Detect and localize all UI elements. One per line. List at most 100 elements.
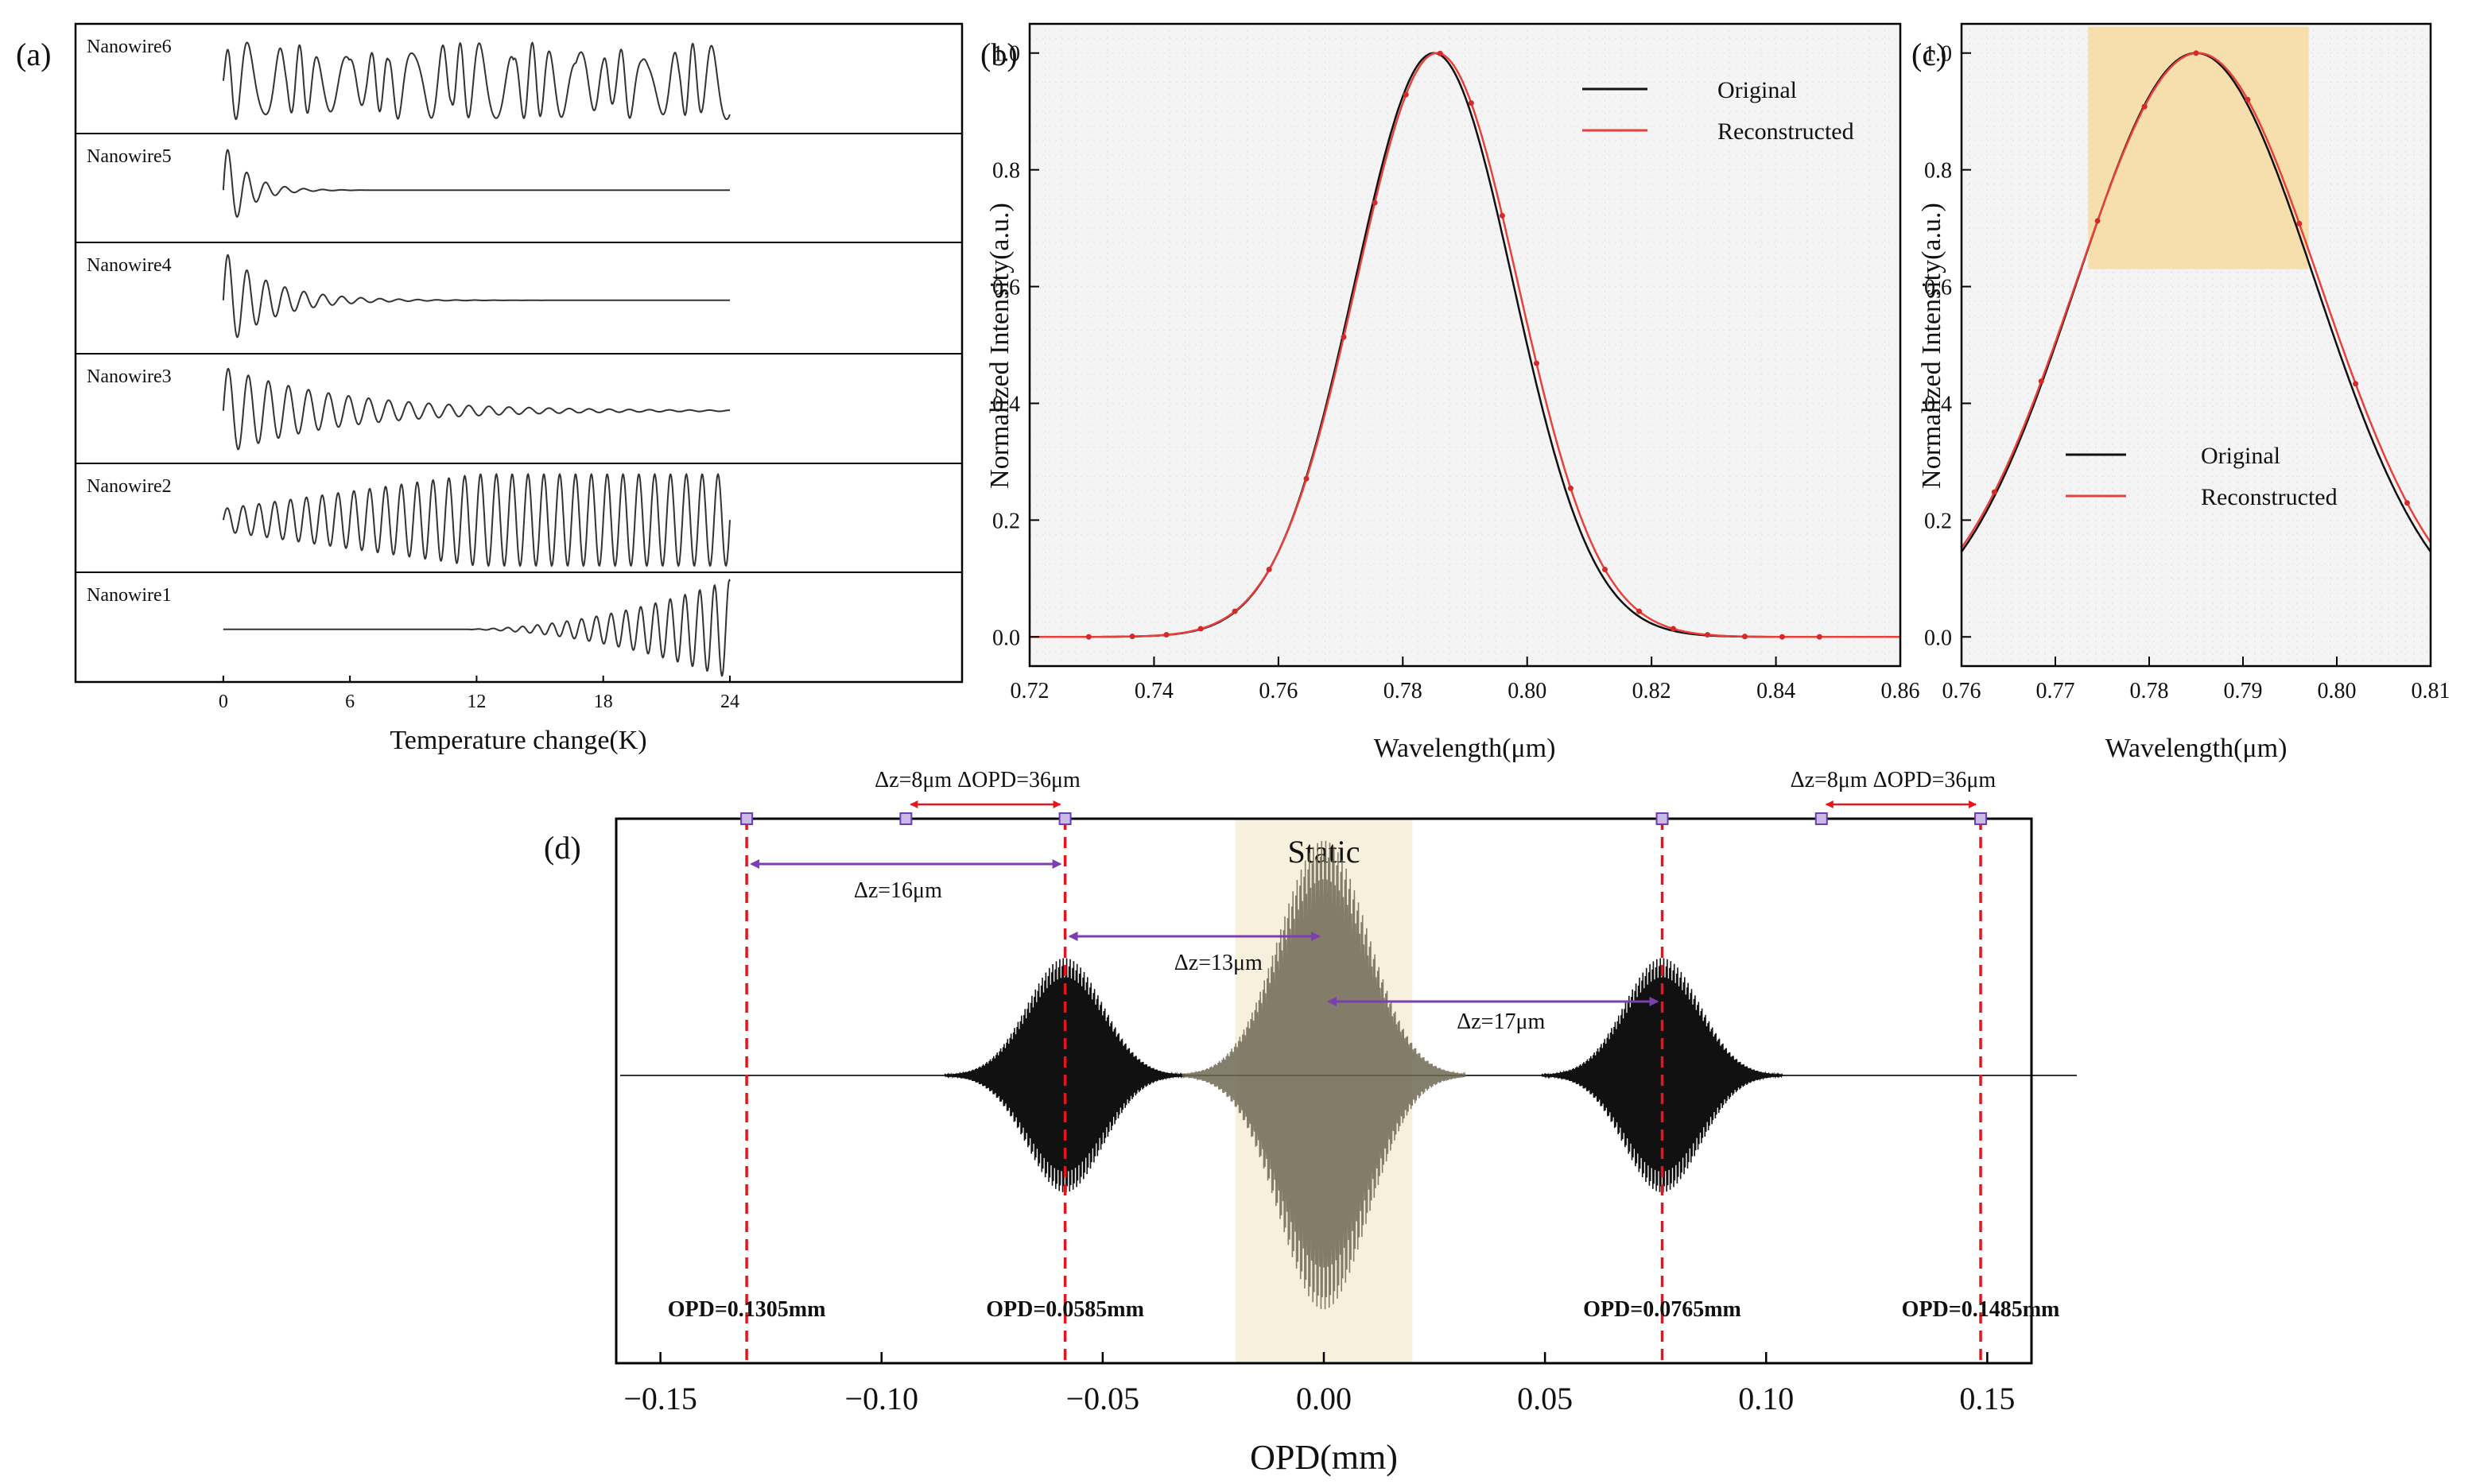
panel-c-grid — [1961, 23, 2431, 667]
x-tick-label: 0.72 — [1011, 679, 1050, 703]
data-point — [2193, 50, 2199, 56]
x-tick-label: 0.10 — [1738, 1381, 1794, 1416]
opd-label: OPD=0.1485mm — [1902, 1297, 2060, 1322]
panel-c-frame — [1960, 22, 2432, 668]
data-point — [1567, 485, 1574, 491]
x-tick-label: 0.05 — [1517, 1381, 1573, 1416]
x-tick-label: 0.76 — [1259, 679, 1298, 703]
data-point — [1601, 566, 1608, 572]
panel-b-y-label: Normalized Intensity(a.u.) — [985, 203, 1015, 489]
square-marker — [1814, 812, 1828, 825]
panel-b-legend: Original Reconstructed — [1582, 77, 1854, 145]
x-tick-label: 0.86 — [1881, 679, 1920, 703]
x-tick-label: 0.80 — [1508, 679, 1546, 703]
x-tick-label: 0.74 — [1135, 679, 1174, 703]
data-point — [1741, 634, 1748, 640]
x-tick-label: 0.00 — [1296, 1381, 1352, 1416]
y-tick-label: 0.2 — [1924, 509, 1952, 533]
data-point — [2038, 378, 2044, 385]
opd-label: OPD=0.0585mm — [986, 1297, 1144, 1322]
square-marker — [899, 812, 913, 825]
x-tick-label: 0.80 — [2318, 679, 2357, 703]
panel-a-x-tick-label: 24 — [720, 692, 739, 712]
x-tick-label: 0.82 — [1632, 679, 1671, 703]
y-tick-label: 0.2 — [992, 509, 1020, 533]
panel-a-signal-nanowire6 — [222, 41, 731, 121]
panel-b-grid — [1029, 23, 1901, 667]
panel-c-series — [1960, 50, 2432, 552]
legend-b-original-label: Original — [1717, 77, 1797, 103]
panel-d-chart: Static OPD=0.1305mm OPD=0.0585mm OPD=0.076… — [615, 768, 2077, 1477]
data-point — [1705, 632, 1711, 638]
interferogram-packet — [1182, 840, 1466, 1310]
data-point — [2094, 218, 2101, 224]
legend-c-reconstructed-label: Reconstructed — [2201, 484, 2338, 510]
panel-d-axes: −0.15 −0.10 −0.05 0.00 0.05 0.10 0.15 — [623, 1352, 2015, 1416]
data-point — [1085, 634, 1092, 640]
panel-a-strip-label: Nanowire1 — [87, 585, 172, 606]
dz-annotation-label: Δz=16μm — [854, 878, 942, 903]
dz-annotation-label: Δz=17μm — [1457, 1009, 1545, 1034]
panel-a-strip-label: Nanowire2 — [87, 476, 172, 497]
panel-a-signal-nanowire4 — [222, 254, 730, 339]
y-tick-label: 0.0 — [992, 626, 1020, 650]
data-point — [1671, 626, 1677, 632]
x-tick-label: 0.78 — [2130, 679, 2169, 703]
data-point — [1303, 475, 1310, 482]
square-marker — [1974, 812, 1988, 825]
y-tick-label: 0.8 — [1924, 159, 1952, 184]
panel-label-d: (d) — [544, 830, 581, 866]
data-point — [1437, 50, 1443, 56]
panel-a-x-tick-label: 12 — [467, 692, 486, 712]
square-marker — [1655, 812, 1669, 825]
panel-a-signal-nanowire3 — [222, 367, 730, 451]
panel-label-b: (b) — [980, 37, 1018, 72]
panel-a-x-tick-label: 0 — [219, 692, 228, 712]
x-tick-label: −0.15 — [623, 1381, 697, 1416]
data-point — [2296, 220, 2303, 227]
data-point — [1341, 334, 1347, 340]
y-tick-label: 0.8 — [992, 159, 1020, 184]
y-tick-label: 0.4 — [992, 392, 1020, 417]
panel-b-x-label: Wavelength(μm) — [1374, 734, 1556, 763]
panel-a-strip-label: Nanowire5 — [87, 146, 172, 167]
panel-c-axes: 0.76 0.77 0.78 0.79 0.80 0.81 0.0 0.2 0.4 0.6 0.8 1… — [1924, 42, 2451, 703]
panel-a-x-tick-label: 18 — [594, 692, 613, 712]
panel-a-strip-label: Nanowire3 — [87, 366, 172, 387]
panel-d-annotations: Δz=8μm ΔOPD=36μm Δz=8μm ΔOPD=36μm Δz=16μm Δ… — [740, 768, 1996, 1034]
panel-c-highlight-box — [2088, 26, 2309, 269]
legend-b-reconstructed-label: Reconstructed — [1717, 118, 1854, 145]
data-point — [1232, 608, 1238, 614]
data-point — [2141, 103, 2148, 110]
data-point — [1636, 608, 1642, 614]
panel-a-stack: Nanowire6 Nanowire5 Nanowire4 Nanowire3 Nano… — [74, 22, 964, 755]
data-point — [1129, 634, 1135, 640]
panel-label-c: (c) — [1911, 37, 1946, 72]
x-tick-label: 0.84 — [1756, 679, 1795, 703]
y-tick-label: 0.4 — [1924, 392, 1952, 417]
data-point — [1372, 200, 1378, 206]
data-point — [1163, 632, 1170, 638]
panel-b-series — [1030, 50, 1900, 640]
square-marker — [740, 812, 754, 825]
panel-d-x-label: OPD(mm) — [1250, 1438, 1398, 1477]
panel-c-y-label: Normalized Intensity(a.u.) — [1917, 203, 1946, 489]
x-tick-label: −0.10 — [844, 1381, 918, 1416]
x-tick-label: 0.77 — [2036, 679, 2075, 703]
panel-c-chart: 0.76 0.77 0.78 0.79 0.80 0.81 0.0 0.2 0.4 0.6 0.8 1… — [1917, 22, 2451, 763]
panel-a-x-label: Temperature change(K) — [390, 726, 646, 755]
panel-a-signal-nanowire1 — [223, 578, 731, 677]
panel-a-signal-nanowire2 — [222, 472, 731, 568]
data-point — [2245, 96, 2251, 103]
panel-c-x-label: Wavelength(μm) — [2105, 734, 2288, 763]
data-point — [1403, 91, 1409, 98]
data-point — [1266, 566, 1272, 572]
panel-b-frame — [1028, 22, 1902, 668]
y-tick-label: 0.0 — [1924, 626, 1952, 650]
data-point — [1779, 634, 1785, 640]
data-point — [2353, 381, 2359, 387]
x-tick-label: 0.78 — [1383, 679, 1422, 703]
y-tick-label: 0.6 — [992, 276, 1020, 300]
y-tick-label: 1.0 — [992, 42, 1020, 67]
